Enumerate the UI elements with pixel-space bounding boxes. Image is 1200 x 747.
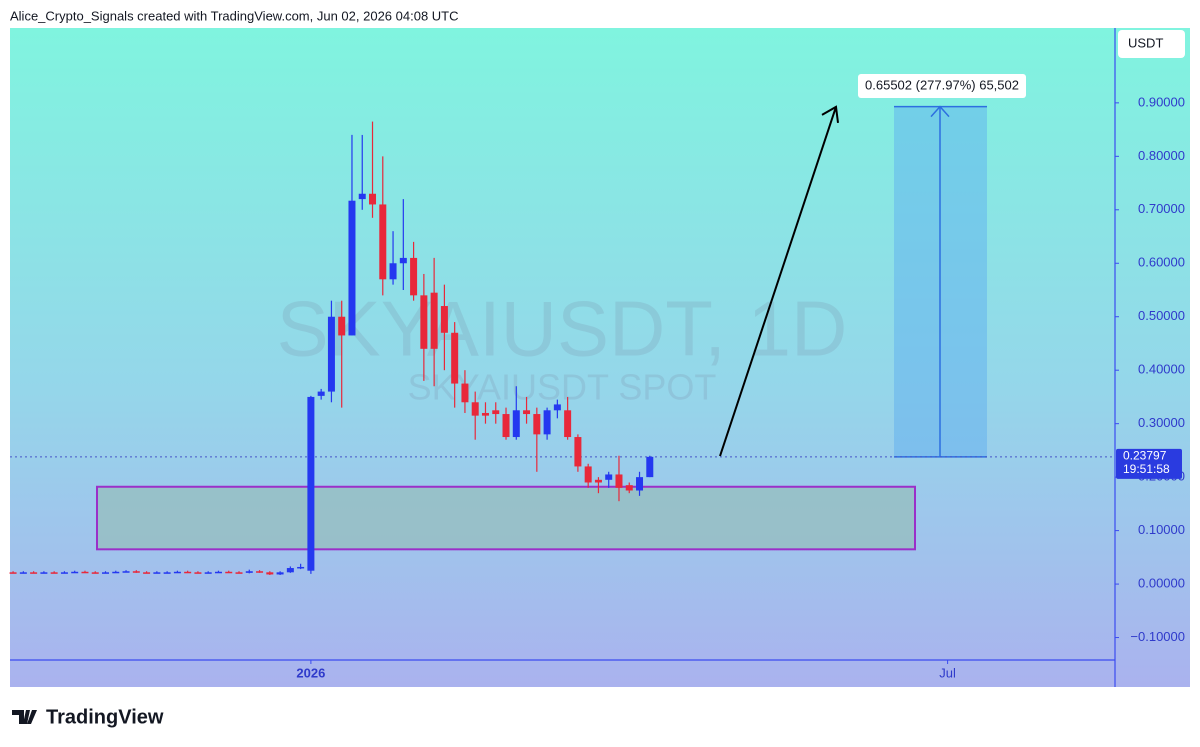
x-tick-label: 2026 [296,665,325,680]
candle-body [297,566,305,569]
header: Alice_Crypto_Signals created with Tradin… [10,8,459,23]
candle-body [502,414,510,438]
candle-body [214,571,222,574]
candle-body [358,193,366,200]
candle-body [91,572,99,574]
currency: USDT [1128,35,1163,50]
candle-body [625,485,633,491]
candle-body [533,414,541,435]
watermark-sub: SKYAIUSDT SPOT [408,367,717,408]
candle-body [132,571,140,573]
y-tick-label: 0.80000 [1138,148,1185,163]
y-tick-label: 0.40000 [1138,362,1185,377]
y-tick-label: 0.90000 [1138,94,1185,109]
candle-body [481,412,489,416]
last-price: 0.23797 [1123,449,1167,463]
projection-arrowhead [821,105,839,123]
candle-body [471,402,479,416]
candle-body [112,571,120,574]
y-tick-label: 0.30000 [1138,415,1185,430]
candle-body [153,572,161,574]
candle-body [184,571,192,574]
candle-body [9,572,17,574]
candle-body [338,316,346,336]
last-price-box [1116,448,1182,479]
candle-body [564,410,572,438]
chart-area [10,28,1190,687]
candle-body [122,571,130,573]
candle-body [636,477,644,491]
candle-body [523,410,531,415]
candle-body [327,316,335,392]
candle-body [317,391,325,396]
candle-body [143,572,151,574]
candle-body [204,572,212,574]
candle-body [584,466,592,483]
y-tick-label: 0.00000 [1138,576,1185,591]
candle-body [399,257,407,264]
candle-body [30,572,38,574]
candle-body [430,292,438,349]
support-zone [96,485,916,551]
logo-icon [12,710,37,724]
measure-arrowhead [930,105,950,118]
candle-body [307,396,315,571]
candle-body [60,572,68,574]
logo-text: TradingView [46,706,164,728]
candle-body [553,404,561,411]
candle-body [71,571,79,574]
candle-body [594,479,602,483]
candle-body [235,572,243,574]
candle-body [420,295,428,349]
x-tick-label: Jul [939,665,956,680]
candle-body [451,332,459,384]
candle-body [163,572,171,574]
projection-arrow [719,106,837,457]
candle-body [461,383,469,403]
candle-body [286,568,294,573]
countdown: 19:51:58 [1123,462,1170,476]
candle-body [348,200,356,336]
currency-box [1118,30,1185,58]
candle-body [615,474,623,488]
candle-body [410,257,418,296]
candle-body [50,572,58,574]
candle-body [574,437,582,467]
y-tick-label: 0.60000 [1138,255,1185,270]
logo: TradingView [12,706,164,728]
measure-label: 0.65502 (277.97%) 65,502 [865,77,1019,92]
candle-body [266,572,274,575]
candle-body [245,571,253,573]
candle-body [369,193,377,205]
candle-body [256,571,264,573]
measure-label-box [858,74,1026,98]
candle-body [543,410,551,435]
candle-body [389,263,397,280]
y-tick-label: 0.70000 [1138,201,1185,216]
y-tick-label: −0.10000 [1130,629,1185,644]
y-tick-label: 0.50000 [1138,308,1185,323]
candle-body [173,571,181,574]
candle-body [194,572,202,574]
candle-body [512,410,520,438]
candle-body [81,571,89,574]
candle-body [225,571,233,574]
candle-body [440,306,448,333]
candle-body [492,410,500,415]
candle-body [276,572,284,575]
candle-body [19,572,27,574]
candle-body [646,456,654,478]
y-tick-label: 0.10000 [1138,522,1185,537]
candle-body [40,572,48,574]
candle-body [379,204,387,280]
candle-body [605,474,613,480]
candle-body [102,572,110,574]
